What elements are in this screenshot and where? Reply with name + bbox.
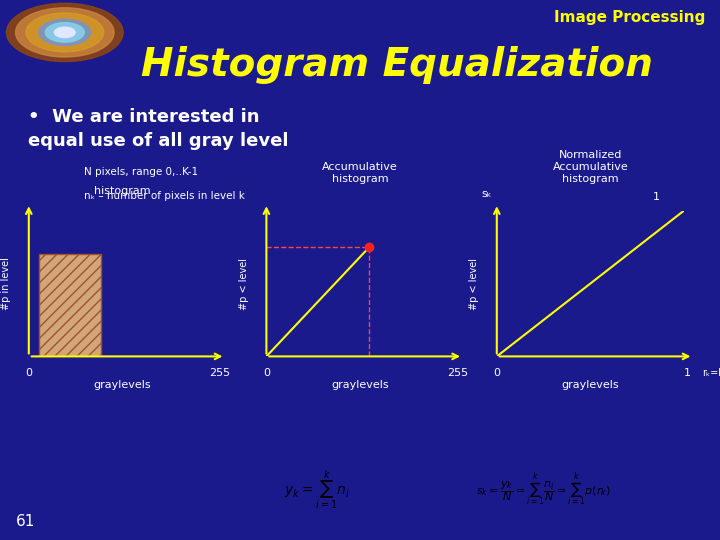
Circle shape: [55, 27, 75, 38]
Text: 255: 255: [447, 368, 468, 378]
Text: #p < level: #p < level: [469, 258, 480, 309]
Text: Image Processing: Image Processing: [554, 10, 706, 25]
Text: 61: 61: [17, 514, 35, 529]
Text: Histogram Equalization: Histogram Equalization: [141, 46, 653, 84]
Circle shape: [26, 13, 104, 52]
Text: 0: 0: [263, 368, 270, 378]
Text: nₖ – number of pixels in level k: nₖ – number of pixels in level k: [84, 191, 244, 201]
Text: Accumulative
histogram: Accumulative histogram: [322, 162, 398, 184]
Bar: [39, 254, 101, 356]
Circle shape: [39, 19, 91, 45]
Text: 1: 1: [684, 368, 691, 378]
Text: $s_k = \dfrac{y_k}{N} = \sum_{i=1}^{k} \dfrac{n_i}{N} = \sum_{i=1}^{k} p(r_k)$: $s_k = \dfrac{y_k}{N} = \sum_{i=1}^{k} \…: [476, 472, 611, 509]
Text: 0: 0: [493, 368, 500, 378]
Text: rₖ=k/K: rₖ=k/K: [702, 368, 720, 378]
Text: $y_k = \sum_{i=1}^{k} n_i$: $y_k = \sum_{i=1}^{k} n_i$: [284, 469, 350, 512]
Text: sₖ: sₖ: [482, 189, 492, 199]
Text: graylevels: graylevels: [94, 380, 151, 390]
Text: 0: 0: [25, 368, 32, 378]
Text: graylevels: graylevels: [331, 380, 389, 390]
Text: #p in level: #p in level: [1, 257, 12, 310]
Circle shape: [16, 8, 114, 57]
Text: 255: 255: [210, 368, 230, 378]
Circle shape: [6, 3, 123, 62]
Text: •  We are interested in
equal use of all gray level: • We are interested in equal use of all …: [28, 108, 289, 150]
Text: Normalized
Accumulative
histogram: Normalized Accumulative histogram: [552, 150, 629, 184]
Text: histogram: histogram: [94, 186, 150, 196]
Circle shape: [45, 23, 84, 42]
Text: N pixels, range 0,..K-1: N pixels, range 0,..K-1: [84, 167, 198, 178]
Text: graylevels: graylevels: [562, 380, 619, 390]
Text: #p < level: #p < level: [239, 258, 249, 309]
Text: 1: 1: [652, 192, 660, 202]
